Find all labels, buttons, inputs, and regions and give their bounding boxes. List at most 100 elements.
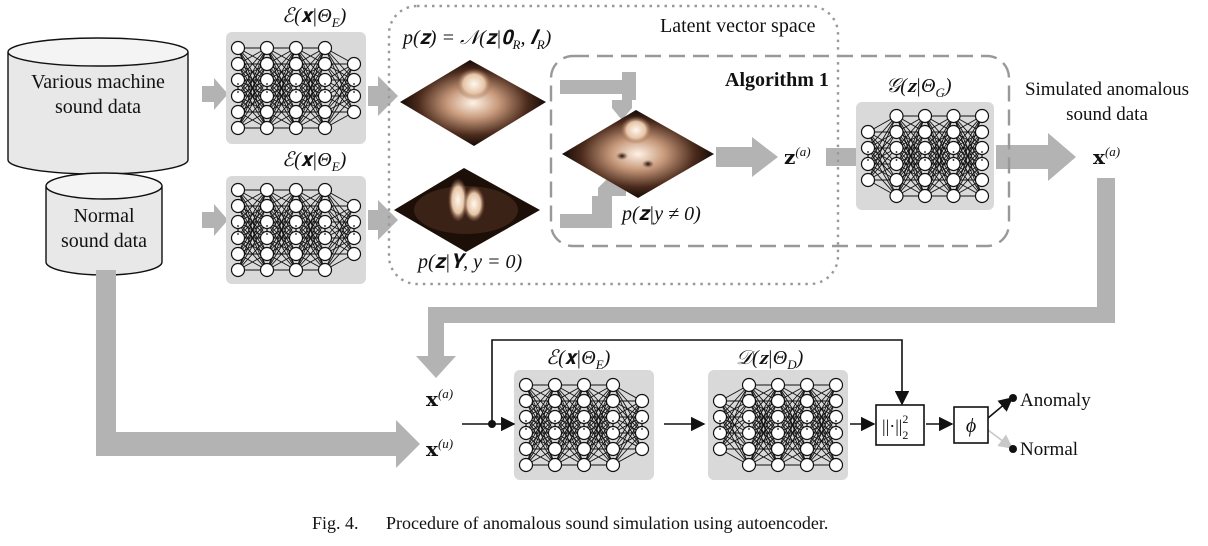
- network-node: [230, 262, 246, 278]
- network-node: [974, 188, 990, 204]
- phi-label: ϕ: [966, 415, 976, 437]
- ellipsis-dot: [924, 151, 926, 153]
- simulated-label-line2: sound data: [1066, 104, 1148, 125]
- ellipsis-dot: [266, 229, 268, 231]
- anomaly-output-label: Anomaly: [1020, 390, 1091, 411]
- ellipsis-dot: [266, 225, 268, 227]
- various-machine-cylinder: Various machine sound data: [7, 37, 189, 175]
- ellipsis-dot: [266, 87, 268, 89]
- network-node: [259, 88, 275, 104]
- network-edge: [953, 115, 983, 149]
- arrow-prior-to-algorithm: [560, 72, 636, 120]
- network-edge: [748, 400, 779, 466]
- network-node: [518, 425, 534, 441]
- network-node: [741, 457, 757, 473]
- network-edge: [583, 416, 614, 466]
- network-edge: [777, 416, 808, 466]
- network-node: [828, 393, 844, 409]
- caption-text: Procedure of anomalous sound simulation …: [386, 513, 828, 533]
- network-node: [741, 377, 757, 393]
- network-edge: [896, 115, 926, 165]
- network-node: [634, 441, 650, 457]
- network-edge: [266, 189, 297, 239]
- ellipsis-dot: [554, 424, 556, 426]
- network-edge: [924, 115, 954, 165]
- anomalous-distribution-label: p(𝐳|y ≠ 0): [620, 203, 701, 225]
- network-node: [889, 140, 904, 156]
- network-edge: [554, 416, 585, 466]
- ellipsis-dot: [719, 424, 721, 426]
- network-edge: [525, 432, 556, 466]
- autoencoder-decoder-network: [708, 370, 848, 480]
- network-edge: [295, 47, 326, 81]
- network-edge: [924, 147, 954, 197]
- network-edge: [324, 95, 355, 129]
- network-node: [712, 425, 728, 441]
- ellipsis-dot: [777, 428, 779, 430]
- ellipsis-dot: [237, 229, 239, 231]
- network-edge: [953, 115, 983, 181]
- ellipsis-dot: [835, 428, 837, 430]
- ellipsis-dot: [324, 233, 326, 235]
- network-node: [518, 393, 534, 409]
- caption-label: Fig. 4.: [312, 513, 359, 533]
- ellipsis-dot: [806, 420, 808, 422]
- network-node: [799, 425, 815, 441]
- network-edge: [612, 400, 643, 466]
- ae-decoder-label: 𝒟(𝐳|ΘD): [736, 347, 804, 372]
- network-edge: [719, 416, 750, 450]
- network-node: [712, 393, 728, 409]
- network-node: [317, 182, 333, 198]
- network-node: [346, 198, 362, 214]
- network-node: [317, 40, 333, 56]
- network-node: [230, 198, 246, 214]
- ellipsis-dot: [237, 225, 239, 227]
- network-node: [770, 441, 786, 457]
- network-node: [547, 409, 563, 425]
- network-node: [860, 140, 876, 156]
- network-edge: [719, 384, 750, 418]
- arrow-normal-to-encoder: [202, 204, 228, 236]
- network-node: [576, 377, 592, 393]
- network-node: [230, 246, 246, 262]
- network-node: [946, 156, 961, 172]
- branch-point: [488, 420, 496, 428]
- algorithm-region: [549, 54, 1011, 248]
- network-node: [346, 214, 362, 230]
- ellipsis-dot: [612, 424, 614, 426]
- ellipsis-dot: [777, 424, 779, 426]
- network-edge: [525, 400, 556, 466]
- network-node: [860, 172, 876, 188]
- network-edge: [719, 400, 750, 450]
- normal-sound-label-line1: Normal: [73, 205, 135, 227]
- network-edge: [295, 47, 326, 97]
- network-edge: [295, 237, 326, 271]
- network-node: [889, 156, 904, 172]
- network-edge: [295, 189, 326, 223]
- ellipsis-dot: [266, 83, 268, 85]
- ellipsis-dot: [641, 428, 643, 430]
- encoder-network-bottom: [226, 176, 366, 284]
- network-node: [259, 40, 275, 56]
- network-edge: [583, 384, 614, 450]
- anomaly-dot: [1009, 394, 1017, 402]
- network-node: [974, 140, 990, 156]
- network-node: [741, 409, 757, 425]
- arrow-encoder2-to-posterior: [368, 200, 398, 240]
- network-edge: [295, 63, 326, 129]
- network-node: [317, 262, 333, 278]
- network-node: [605, 409, 621, 425]
- network-edge: [237, 47, 268, 81]
- network-node: [288, 214, 304, 230]
- network-node: [770, 457, 786, 473]
- network-node: [828, 441, 844, 457]
- network-node: [605, 377, 621, 393]
- network-node: [828, 409, 844, 425]
- ellipsis-dot: [748, 424, 750, 426]
- network-node: [317, 56, 333, 72]
- network-edge: [896, 115, 926, 181]
- ellipsis-dot: [641, 420, 643, 422]
- ellipsis-dot: [719, 428, 721, 430]
- arrow-generator-to-x: [996, 133, 1076, 181]
- network-node: [288, 88, 304, 104]
